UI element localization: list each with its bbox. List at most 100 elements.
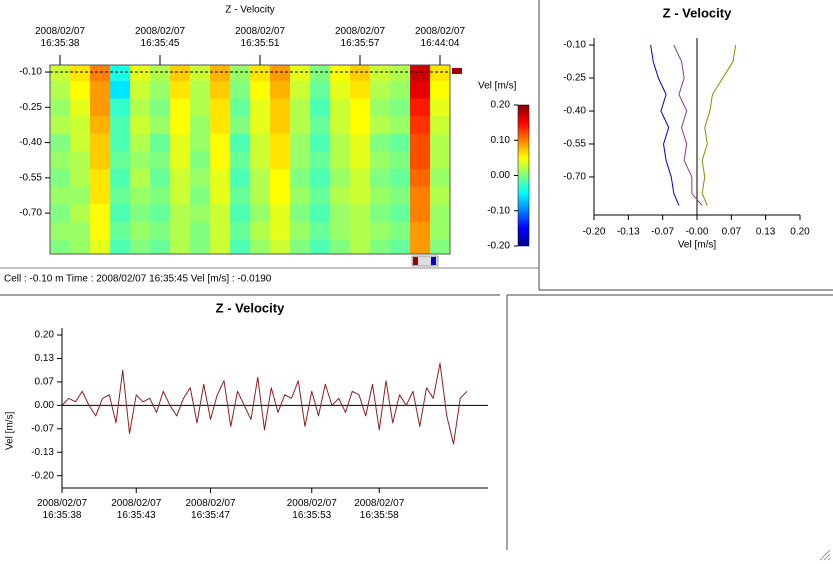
- heatmap-cell: [50, 204, 71, 223]
- heatmap-cell: [330, 221, 351, 241]
- heatmap-cell: [210, 169, 231, 188]
- heatmap-cell: [110, 80, 131, 99]
- heatmap-cell: [230, 204, 251, 223]
- heatmap-cell: [370, 169, 391, 188]
- x-tick-label: 0.13: [756, 227, 776, 238]
- y-tick-label: -0.10: [19, 67, 42, 78]
- heatmap-cell: [250, 133, 271, 152]
- heatmap-cell: [170, 98, 191, 117]
- cursor-marker[interactable]: [452, 68, 462, 74]
- heatmap-cell: [170, 204, 191, 223]
- heatmap-cell: [110, 169, 131, 188]
- heatmap-cell: [170, 133, 191, 152]
- heatmap-cell: [90, 116, 111, 135]
- colorbar-tick-label: -0.10: [487, 205, 510, 216]
- scroll-thumb[interactable]: [413, 257, 418, 265]
- heatmap-cell: [190, 98, 211, 117]
- heatmap-cell: [270, 151, 291, 170]
- heatmap-cell: [70, 151, 91, 170]
- heatmap-cell: [250, 65, 271, 82]
- heatmap-cell: [290, 221, 311, 241]
- heatmap-cell: [250, 186, 271, 205]
- y-tick-label: -0.25: [19, 102, 42, 113]
- heatmap-cell: [50, 151, 71, 170]
- heatmap-cell: [330, 98, 351, 117]
- y-tick-label: -0.07: [31, 423, 54, 434]
- heatmap-cell: [350, 186, 371, 205]
- heatmap-cell: [370, 65, 391, 82]
- resize-grip[interactable]: [819, 549, 831, 561]
- x-tick-label: 2008/02/07 16:35:43: [111, 498, 162, 521]
- heatmap-cell: [70, 133, 91, 152]
- heatmap-cell: [230, 151, 251, 170]
- heatmap-cell: [110, 204, 131, 223]
- heatmap-cell: [370, 151, 391, 170]
- heatmap-cell: [410, 133, 431, 152]
- heatmap-cell: [50, 133, 71, 152]
- y-tick-label: -0.55: [563, 139, 586, 150]
- heatmap-cell: [250, 80, 271, 99]
- heatmap-cell: [330, 169, 351, 188]
- heatmap-cell: [250, 151, 271, 170]
- heatmap-cell: [210, 186, 231, 205]
- heatmap-cell: [70, 80, 91, 99]
- profile-line: [650, 44, 680, 206]
- heatmap-cell: [270, 239, 291, 254]
- x-tick-label: 2008/02/07 16:35:58: [354, 498, 405, 521]
- heatmap-cell: [210, 80, 231, 99]
- heatmap-cell: [70, 65, 91, 82]
- heatmap-cell: [430, 98, 450, 117]
- heatmap-cell: [170, 221, 191, 241]
- heatmap-cell: [90, 80, 111, 99]
- heatmap-cell: [390, 169, 411, 188]
- heatmap-cell: [410, 239, 431, 254]
- heatmap-cell: [230, 186, 251, 205]
- heatmap-cell: [350, 204, 371, 223]
- heatmap-cell: [310, 151, 331, 170]
- heatmap-cell: [130, 186, 151, 205]
- heatmap-cell: [270, 221, 291, 241]
- x-tick-label: -0.20: [583, 227, 606, 238]
- heatmap-cell: [190, 133, 211, 152]
- heatmap-cell: [230, 239, 251, 254]
- heatmap-cell: [350, 65, 371, 82]
- heatmap-cell: [90, 221, 111, 241]
- heatmap-cell: [230, 65, 251, 82]
- heatmap-cell: [330, 151, 351, 170]
- heatmap-cell: [390, 239, 411, 254]
- profile-line: [673, 44, 703, 206]
- heatmap-cell: [270, 186, 291, 205]
- heatmap-cell: [270, 133, 291, 152]
- x-axis-label: Vel [m/s]: [678, 240, 717, 251]
- heatmap-cell: [90, 204, 111, 223]
- velocity-line: [61, 362, 468, 445]
- scroll-thumb[interactable]: [431, 257, 436, 265]
- scroll-control[interactable]: [411, 255, 439, 267]
- y-tick-label: -0.70: [19, 208, 42, 219]
- heatmap-cell: [230, 80, 251, 99]
- heatmap-cell: [50, 98, 71, 117]
- heatmap-cell: [130, 239, 151, 254]
- heatmap-cell: [190, 186, 211, 205]
- x-tick-label: 0.07: [722, 227, 742, 238]
- heatmap-cell: [50, 221, 71, 241]
- y-tick-label: -0.25: [563, 73, 586, 84]
- colorbar-label: Vel [m/s]: [478, 81, 517, 92]
- heatmap-cell: [410, 116, 431, 135]
- status-text: Cell : -0.10 m Time : 2008/02/07 16:35:4…: [4, 274, 272, 285]
- heatmap-cell: [250, 169, 271, 188]
- heatmap-cell: [130, 80, 151, 99]
- heatmap-cell: [170, 186, 191, 205]
- heatmap-cell: [290, 65, 311, 82]
- heatmap-cell: [290, 133, 311, 152]
- heatmap-cell: [310, 80, 331, 99]
- heatmap-cell: [70, 221, 91, 241]
- x-tick-label: 2008/02/07 16:35:45: [134, 26, 186, 49]
- heatmap-cell: [130, 116, 151, 135]
- heatmap-cell: [370, 204, 391, 223]
- heatmap-title: Z - Velocity: [225, 5, 274, 16]
- heatmap-cell: [310, 116, 331, 135]
- colorbar: [517, 104, 530, 247]
- heatmap-cell: [110, 116, 131, 135]
